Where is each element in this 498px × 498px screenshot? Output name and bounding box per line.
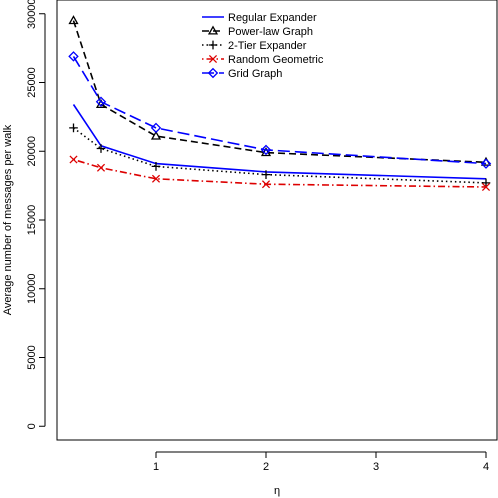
legend-label: Grid Graph bbox=[228, 68, 282, 80]
legend-label: 2-Tier Expander bbox=[228, 40, 307, 52]
data-point bbox=[150, 122, 162, 134]
legend-marker bbox=[207, 25, 219, 35]
legend-item: Regular Expander bbox=[202, 12, 317, 24]
data-point bbox=[68, 51, 79, 62]
data-point bbox=[69, 123, 78, 133]
legend-marker bbox=[207, 67, 219, 79]
x-axis: 1 2 3 4 bbox=[153, 451, 489, 473]
y-tick-label: 30000 bbox=[26, 0, 38, 29]
data-point bbox=[68, 15, 79, 25]
y-tick-label: 15000 bbox=[26, 205, 38, 236]
series-line bbox=[72, 104, 487, 180]
data-point bbox=[480, 158, 492, 169]
x-axis-label: η bbox=[274, 485, 280, 497]
data-point bbox=[481, 182, 491, 192]
legend-label: Random Geometric bbox=[228, 54, 324, 66]
series-0 bbox=[72, 104, 487, 180]
series-3 bbox=[69, 155, 491, 192]
series-line bbox=[72, 55, 487, 165]
data-point bbox=[260, 144, 272, 156]
data-point bbox=[151, 174, 161, 183]
data-point bbox=[96, 144, 106, 153]
y-axis: 0 5000 10000 15000 20000 25000 30000 bbox=[26, 0, 46, 429]
data-point bbox=[150, 130, 162, 140]
legend-item: Random Geometric bbox=[202, 54, 324, 66]
series-line bbox=[73, 158, 487, 188]
y-tick-label: 0 bbox=[26, 423, 38, 429]
legend-item: Power-law Graph bbox=[202, 25, 313, 38]
legend-label: Power-law Graph bbox=[228, 26, 313, 38]
x-tick-label: 2 bbox=[263, 461, 269, 473]
legend: Regular Expander Power-law Graph 2-Tier Ex… bbox=[202, 12, 324, 80]
y-tick-label: 20000 bbox=[26, 136, 38, 167]
y-tick-label: 25000 bbox=[26, 67, 38, 98]
data-point bbox=[261, 180, 271, 189]
data-point bbox=[481, 178, 491, 188]
data-point bbox=[95, 96, 107, 107]
x-tick-label: 4 bbox=[483, 461, 489, 473]
legend-item: 2-Tier Expander bbox=[202, 40, 307, 52]
x-tick-label: 3 bbox=[373, 461, 379, 473]
series-line bbox=[72, 20, 487, 164]
series-2 bbox=[69, 123, 491, 188]
legend-marker bbox=[208, 54, 218, 64]
legend-label: Regular Expander bbox=[228, 12, 317, 24]
series-line bbox=[73, 127, 487, 184]
data-point bbox=[69, 155, 78, 164]
series-1 bbox=[68, 15, 492, 166]
legend-marker bbox=[208, 40, 218, 50]
data-point bbox=[96, 163, 106, 172]
plot-frame bbox=[56, 0, 498, 441]
y-tick-label: 5000 bbox=[26, 345, 38, 369]
data-point bbox=[261, 170, 271, 179]
series-layer bbox=[68, 15, 492, 192]
legend-item: Grid Graph bbox=[202, 67, 282, 80]
y-tick-label: 10000 bbox=[26, 273, 38, 304]
data-point bbox=[151, 162, 161, 171]
x-tick-label: 1 bbox=[153, 461, 159, 473]
y-axis-label: Average number of messages per walk bbox=[2, 124, 14, 315]
series-4 bbox=[68, 51, 492, 169]
